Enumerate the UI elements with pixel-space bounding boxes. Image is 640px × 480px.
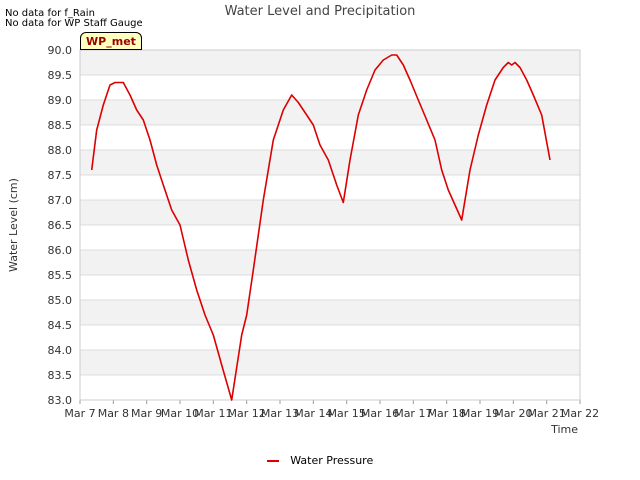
y-tick-label: 88.0 bbox=[48, 144, 73, 157]
grid-band bbox=[80, 200, 580, 225]
y-tick-labels: 83.0 83.5 84.0 84.5 85.0 85.5 86.0 86.5 87.0 87.5… bbox=[48, 44, 73, 407]
y-tick-label: 85.5 bbox=[48, 269, 73, 282]
x-tick-label: Mar 15 bbox=[328, 407, 366, 420]
x-tick-label: Mar 19 bbox=[461, 407, 499, 420]
y-tick-label: 87.5 bbox=[48, 169, 73, 182]
x-tick-label: Mar 8 bbox=[98, 407, 129, 420]
y-tick-label: 87.0 bbox=[48, 194, 73, 207]
x-tick-label: Mar 9 bbox=[131, 407, 162, 420]
x-tick-label: Mar 18 bbox=[428, 407, 466, 420]
no-data-note-rain: No data for f_Rain bbox=[5, 8, 95, 19]
x-tick-label: Mar 17 bbox=[394, 407, 432, 420]
y-tick-label: 90.0 bbox=[48, 44, 73, 57]
grid-band bbox=[80, 150, 580, 175]
x-tick-label: Mar 12 bbox=[228, 407, 266, 420]
series-line-water-pressure bbox=[90, 54, 551, 401]
gridlines bbox=[80, 49, 580, 401]
y-tick-label: 83.0 bbox=[48, 394, 73, 407]
x-tick-label: Mar 13 bbox=[261, 407, 299, 420]
grid-band bbox=[80, 350, 580, 375]
legend-swatch bbox=[266, 460, 279, 462]
y-tick-label: 85.0 bbox=[48, 294, 73, 307]
x-tick-label: Mar 22 bbox=[561, 407, 599, 420]
x-tick-label: Mar 11 bbox=[194, 407, 232, 420]
y-tick-label: 84.0 bbox=[48, 344, 73, 357]
y-tick-label: 88.5 bbox=[48, 119, 73, 132]
grid-band bbox=[80, 100, 580, 125]
y-axis-label: Water Level (cm) bbox=[7, 178, 20, 272]
x-tick-label: Mar 7 bbox=[64, 407, 95, 420]
y-tick-label: 84.5 bbox=[48, 319, 73, 332]
chart-title: Water Level and Precipitation bbox=[225, 4, 416, 19]
y-tick-label: 83.5 bbox=[48, 369, 73, 382]
y-tick-label: 89.0 bbox=[48, 94, 73, 107]
no-data-note-gauge: No data for WP Staff Gauge bbox=[5, 18, 143, 29]
x-tick-label: Mar 20 bbox=[494, 407, 532, 420]
axes bbox=[79, 49, 581, 404]
grid-band bbox=[80, 300, 580, 325]
y-tick-label: 86.5 bbox=[48, 219, 73, 232]
x-tick-label: Mar 10 bbox=[161, 407, 199, 420]
series-layer bbox=[90, 54, 551, 401]
x-tick-label: Mar 16 bbox=[361, 407, 399, 420]
station-tag[interactable]: WP_met bbox=[80, 32, 142, 50]
y-tick-label: 89.5 bbox=[48, 69, 73, 82]
x-tick-label: Mar 21 bbox=[528, 407, 566, 420]
background-bands bbox=[80, 50, 580, 375]
x-tick-label: Mar 14 bbox=[294, 407, 332, 420]
y-tick-label: 86.0 bbox=[48, 244, 73, 257]
x-axis-label: Time bbox=[550, 423, 578, 436]
plot-frame bbox=[79, 49, 581, 401]
grid-band bbox=[80, 50, 580, 75]
legend-label: Water Pressure bbox=[290, 454, 374, 467]
grid-band bbox=[80, 250, 580, 275]
legend: Water Pressure bbox=[0, 454, 640, 467]
